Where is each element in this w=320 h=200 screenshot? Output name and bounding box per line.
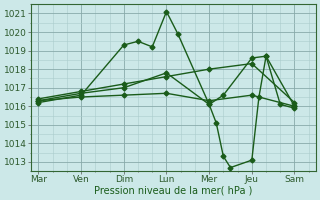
X-axis label: Pression niveau de la mer( hPa ): Pression niveau de la mer( hPa ) <box>94 186 253 196</box>
